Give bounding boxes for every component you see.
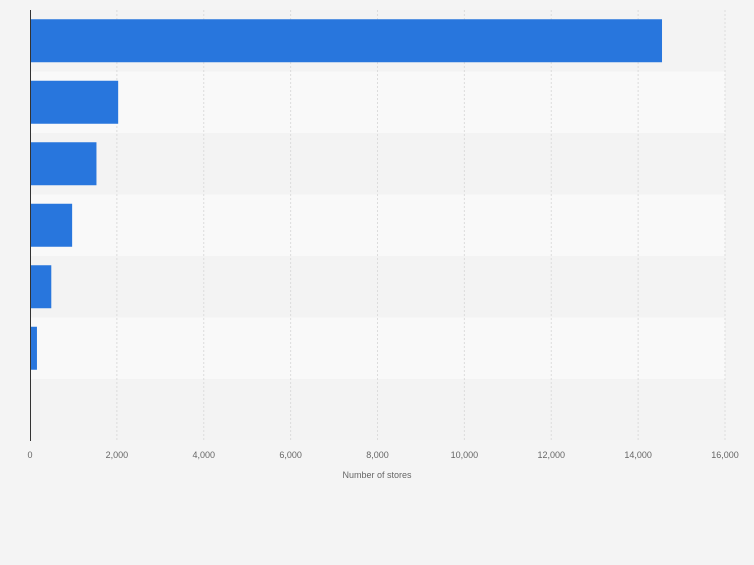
bar[interactable]	[30, 19, 663, 63]
x-tick-label: 4,000	[192, 450, 215, 460]
bar[interactable]	[30, 203, 73, 247]
x-tick-label: 10,000	[451, 450, 479, 460]
x-tick-label: 12,000	[537, 450, 565, 460]
x-tick-label: 2,000	[106, 450, 129, 460]
x-tick-label: 8,000	[366, 450, 389, 460]
row-band	[30, 194, 725, 256]
x-axis-label: Number of stores	[342, 470, 412, 480]
bar[interactable]	[30, 326, 37, 370]
x-tick-label: 0	[27, 450, 32, 460]
bar[interactable]	[30, 265, 52, 309]
x-tick-labels: 0 2,000 4,000 6,000 8,000 10,000 12,000 14,000 1…	[27, 450, 738, 460]
bars	[30, 19, 663, 370]
x-tick-label: 14,000	[624, 450, 652, 460]
x-tick-label: 16,000	[711, 450, 739, 460]
bar[interactable]	[30, 80, 119, 124]
bar[interactable]	[30, 142, 97, 186]
x-tick-label: 6,000	[279, 450, 302, 460]
